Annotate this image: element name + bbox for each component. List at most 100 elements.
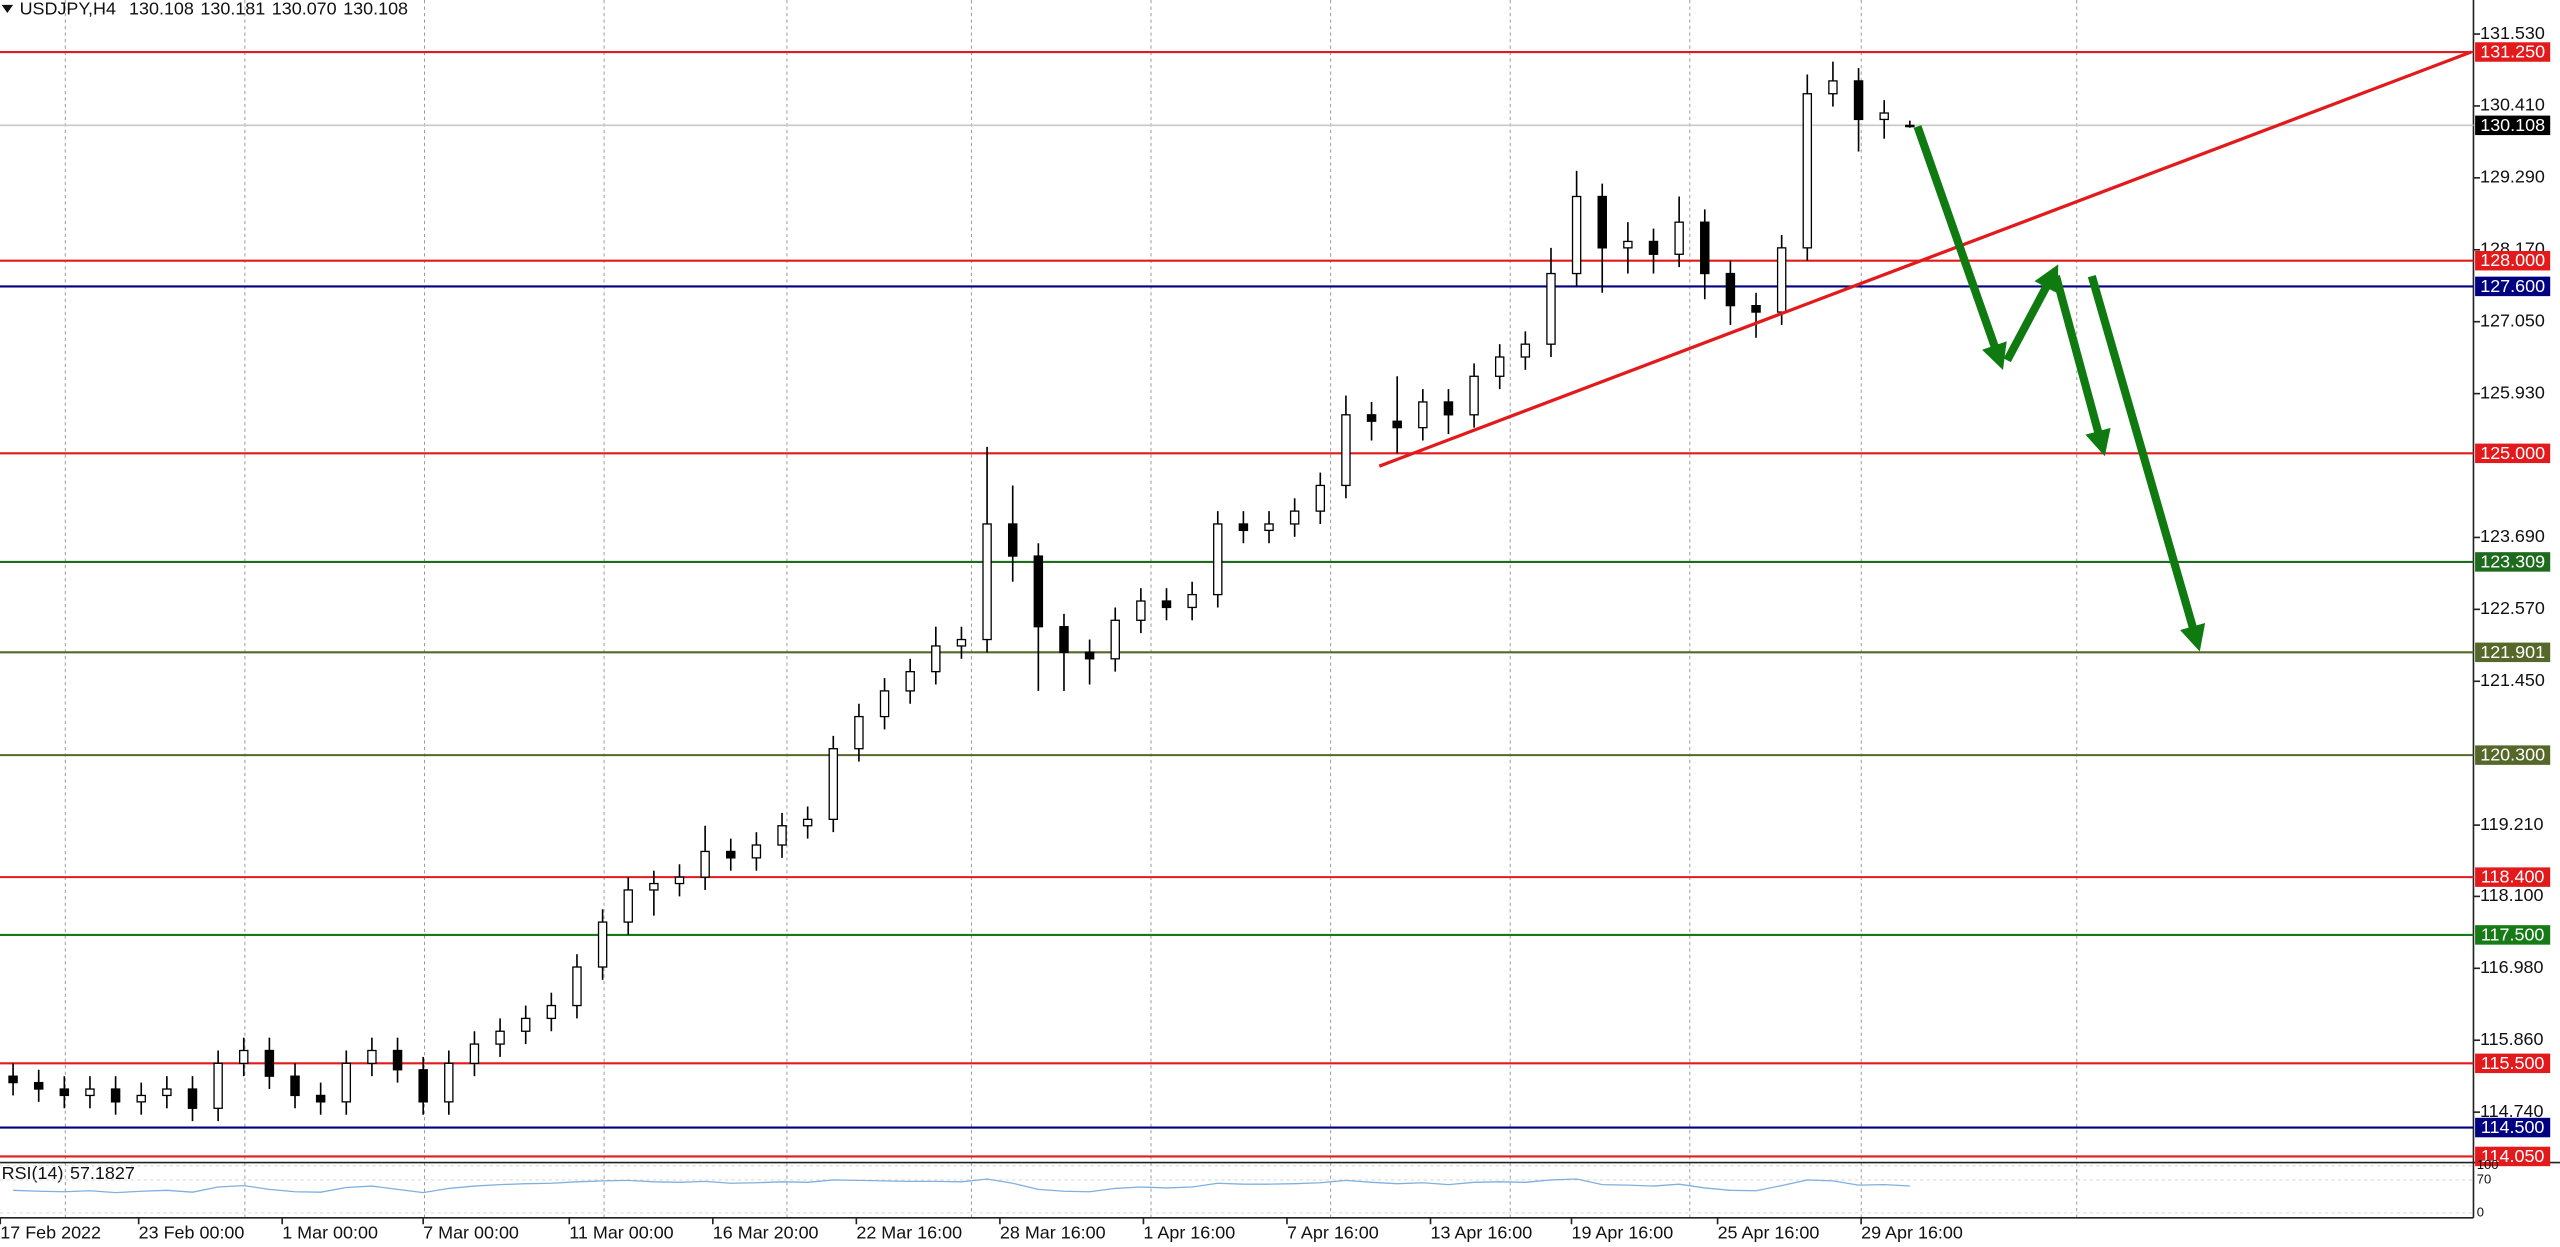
candle-body bbox=[1161, 600, 1172, 609]
candle-body bbox=[1725, 272, 1736, 307]
candle-body bbox=[1392, 420, 1402, 429]
candle-body bbox=[751, 844, 762, 859]
rsi-tick-label: 100 bbox=[2477, 1157, 2499, 1172]
level-label: 114.050 bbox=[2481, 1146, 2545, 1166]
candle-body bbox=[239, 1049, 249, 1064]
candle-body bbox=[1597, 195, 1607, 249]
close-label: 130.108 bbox=[343, 0, 408, 18]
forecast-arrow bbox=[2087, 274, 2206, 652]
rsi-value: 57.1827 bbox=[70, 1163, 135, 1183]
level-label: 131.250 bbox=[2480, 42, 2545, 62]
level-label-box bbox=[2475, 276, 2551, 297]
level-label: 120.300 bbox=[2480, 745, 2545, 765]
x-tick-label: 22 Mar 16:00 bbox=[856, 1223, 962, 1243]
rsi-name: RSI(14) bbox=[2, 1163, 64, 1183]
candle-body bbox=[649, 882, 659, 891]
level-label: 128.000 bbox=[2480, 250, 2545, 270]
candle-body bbox=[495, 1030, 505, 1045]
candle-body bbox=[1418, 401, 1428, 429]
candle-body bbox=[597, 921, 608, 968]
y-tick-label: 116.980 bbox=[2480, 957, 2544, 977]
candle-body bbox=[1084, 651, 1095, 660]
candle-body bbox=[1238, 523, 1249, 532]
candle-body bbox=[1187, 593, 1197, 609]
level-label: 121.901 bbox=[2480, 642, 2545, 662]
candle-body bbox=[802, 818, 813, 827]
candle-body bbox=[879, 690, 890, 718]
candle-body bbox=[1828, 80, 1838, 95]
x-tick-label: 25 Apr 16:00 bbox=[1718, 1223, 1820, 1243]
level-label: 118.400 bbox=[2481, 867, 2545, 887]
candle-body bbox=[905, 671, 915, 692]
forecast-arrow bbox=[1913, 125, 2007, 371]
candle-body bbox=[264, 1049, 275, 1077]
level-label-box bbox=[2475, 745, 2551, 765]
candle-body bbox=[187, 1088, 198, 1109]
y-tick-label: 127.050 bbox=[2480, 310, 2545, 330]
x-tick-label: 1 Mar 00:00 bbox=[282, 1223, 378, 1243]
candle-body bbox=[1213, 523, 1223, 596]
candle-body bbox=[1443, 401, 1454, 416]
candle-body bbox=[623, 889, 633, 923]
collapse-icon bbox=[1, 4, 14, 13]
rsi-label: RSI(14) 57.1827 bbox=[2, 1163, 135, 1183]
level-label-box bbox=[2475, 552, 2551, 572]
level-label-box bbox=[2475, 42, 2551, 62]
candle-body bbox=[1751, 304, 1761, 313]
candle-body bbox=[1853, 80, 1864, 121]
level-label: 127.600 bbox=[2480, 276, 2545, 296]
candle-body bbox=[1674, 221, 1684, 255]
candle-body bbox=[1033, 555, 1044, 628]
candle-body bbox=[1546, 272, 1556, 345]
x-tick-label: 1 Apr 16:00 bbox=[1143, 1223, 1235, 1243]
current-price-label: 130.108 bbox=[2480, 115, 2545, 135]
y-tick-label: 115.860 bbox=[2480, 1029, 2544, 1049]
trendline bbox=[1378, 50, 2472, 468]
candle-body bbox=[1341, 414, 1351, 487]
candle-body bbox=[956, 638, 967, 647]
level-label-box bbox=[2475, 925, 2551, 945]
candle-body bbox=[8, 1075, 18, 1084]
x-tick-label: 17 Feb 2022 bbox=[0, 1223, 101, 1243]
x-tick-label: 7 Apr 16:00 bbox=[1287, 1223, 1379, 1243]
candle-body bbox=[1494, 356, 1505, 377]
vertical-grid bbox=[64, 0, 2078, 1218]
candle-body bbox=[520, 1017, 531, 1032]
candle-body bbox=[982, 523, 992, 641]
candle-body bbox=[1289, 510, 1300, 525]
candle-body bbox=[572, 966, 582, 1007]
y-tick-label: 125.930 bbox=[2480, 382, 2545, 402]
candle-body bbox=[1776, 247, 1787, 313]
candle-body bbox=[1315, 484, 1326, 512]
candle-body bbox=[85, 1088, 95, 1097]
level-label: 117.500 bbox=[2481, 924, 2545, 944]
candle-body bbox=[674, 876, 685, 885]
y-tick-label: 114.740 bbox=[2480, 1101, 2544, 1121]
forecast-arrow bbox=[2003, 264, 2059, 363]
candle-body bbox=[1905, 124, 1915, 128]
candle-body bbox=[469, 1043, 480, 1064]
high-label: 130.181 bbox=[200, 0, 265, 18]
candle-body bbox=[110, 1088, 121, 1103]
candle-body bbox=[777, 825, 787, 846]
candle-body bbox=[931, 645, 941, 673]
candle-body bbox=[1700, 221, 1710, 275]
candle-body bbox=[1520, 343, 1531, 358]
candle-body bbox=[1623, 240, 1633, 249]
level-label-box bbox=[2475, 250, 2551, 271]
level-label-box bbox=[2475, 642, 2551, 663]
candle-body bbox=[1007, 523, 1018, 557]
x-tick-label: 23 Feb 00:00 bbox=[139, 1223, 245, 1243]
candle-body bbox=[136, 1094, 146, 1103]
level-label: 123.309 bbox=[2480, 551, 2545, 571]
x-tick-label: 16 Mar 20:00 bbox=[713, 1223, 819, 1243]
open-label: 130.108 bbox=[129, 0, 194, 18]
candle-body bbox=[1802, 93, 1813, 249]
x-tick-label: 28 Mar 16:00 bbox=[1000, 1223, 1106, 1243]
candle-body bbox=[1648, 240, 1659, 255]
candle-body bbox=[1879, 112, 1889, 121]
x-tick-label: 11 Mar 00:00 bbox=[569, 1223, 673, 1243]
x-tick-label: 29 Apr 16:00 bbox=[1861, 1223, 1963, 1243]
forecast-arrow bbox=[2051, 275, 2111, 457]
